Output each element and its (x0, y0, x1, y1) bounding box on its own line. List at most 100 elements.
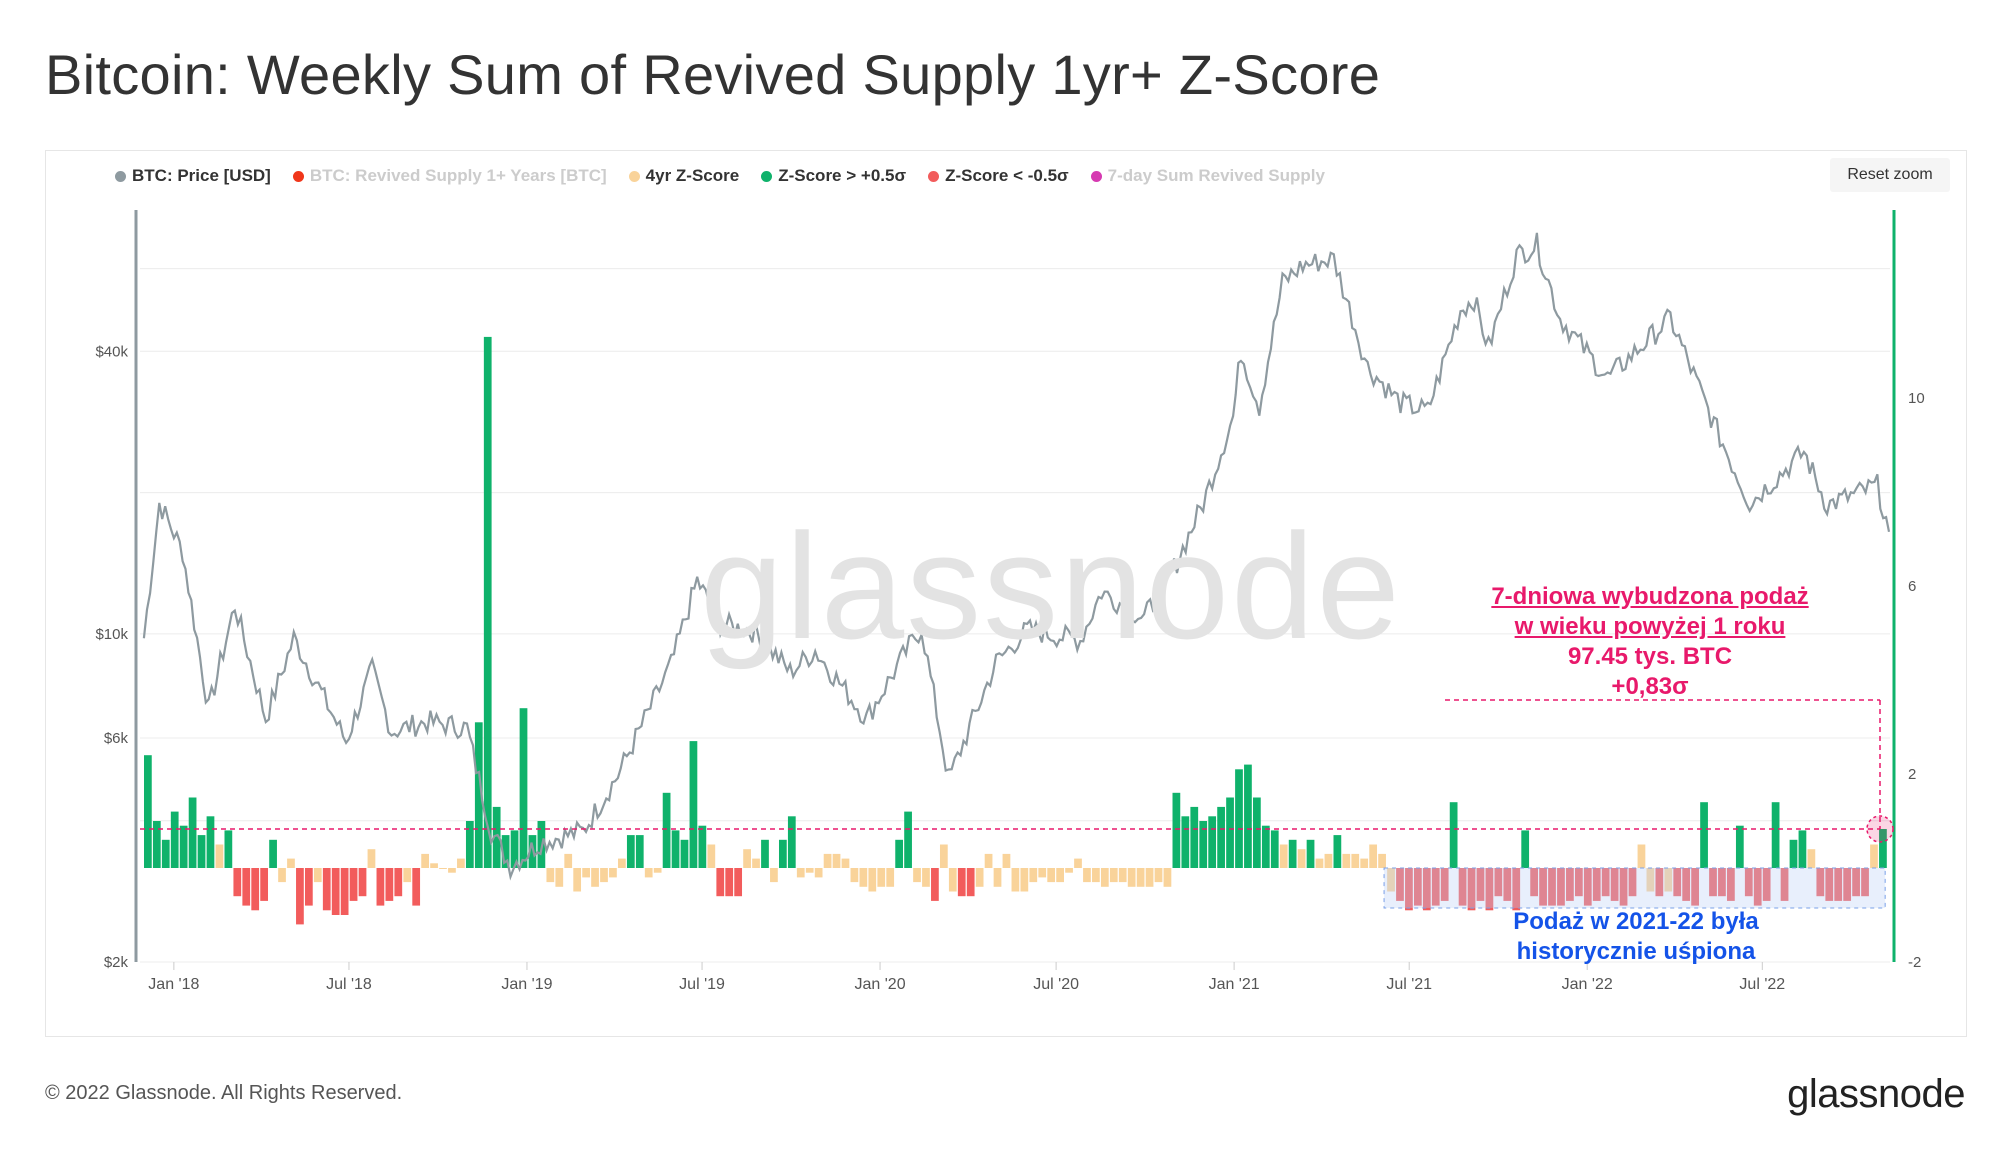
z-score-bar (215, 844, 224, 868)
z-score-bar (1664, 868, 1673, 892)
z-score-bar (296, 868, 304, 925)
z-score-bar (984, 853, 993, 868)
z-score-bar (474, 722, 483, 868)
z-score-bar (1226, 797, 1234, 868)
legend-dot (1090, 170, 1102, 182)
z-score-bar (385, 868, 394, 901)
z-score-bar (233, 868, 242, 897)
z-score-bar (823, 853, 832, 868)
z-score-bar (931, 868, 939, 901)
legend-item-3[interactable]: Z-Score > +0.5σ (761, 166, 906, 186)
z-score-bar (1351, 853, 1360, 868)
z-score-bar (224, 830, 233, 868)
legend-item-1[interactable]: BTC: Revived Supply 1+ Years [BTC] (292, 166, 607, 186)
y-right-tick-label: -2 (1908, 954, 1921, 971)
z-score-bar (948, 868, 957, 892)
z-score-bar (519, 708, 528, 868)
z-score-bar (1083, 868, 1091, 883)
z-score-bar (1342, 853, 1351, 868)
z-score-bar (1029, 868, 1038, 883)
z-score-bar (1798, 830, 1807, 868)
z-score-bar (1020, 868, 1029, 892)
z-score-bar (1235, 769, 1243, 868)
z-score-bar (430, 863, 438, 868)
z-score-bar (796, 868, 805, 878)
z-score-bar (1002, 853, 1011, 868)
z-score-bar (1485, 868, 1494, 911)
legend-item-2[interactable]: 4yr Z-Score (628, 166, 739, 186)
z-score-bar (653, 868, 662, 873)
z-score-bar (761, 839, 769, 868)
z-score-bar (1682, 868, 1691, 901)
glassnode-logo: glassnode (1787, 1072, 1965, 1116)
z-score-bar (716, 868, 725, 897)
dormant-region-highlight (1383, 867, 1886, 909)
z-score-bar (394, 868, 403, 897)
z-score-bar (1190, 806, 1199, 868)
z-score-bar (197, 835, 206, 868)
z-score-bar (1691, 868, 1699, 906)
z-score-bar (1601, 868, 1610, 897)
z-score-bar (1440, 868, 1449, 901)
annotation-line-1: 7-dniowa wybudzona podaż (1491, 583, 1809, 610)
z-score-bar (644, 868, 653, 878)
z-score-bar (1512, 868, 1521, 911)
legend-label: BTC: Price [USD] (132, 166, 271, 185)
z-score-bar (1503, 868, 1512, 901)
z-score-bar (1780, 868, 1789, 901)
page-title: Bitcoin: Weekly Sum of Revived Supply 1y… (45, 43, 1381, 106)
z-score-bar (1315, 858, 1324, 868)
z-score-bar (1583, 868, 1592, 906)
z-score-bar (1744, 868, 1753, 897)
z-score-bar (564, 853, 573, 868)
z-score-bar (1771, 802, 1780, 868)
z-score-bar (626, 835, 635, 868)
z-score-bar (349, 868, 358, 901)
z-score-bar (1405, 868, 1413, 911)
legend-item-0[interactable]: BTC: Price [USD] (115, 166, 271, 186)
z-score-bar (448, 868, 456, 873)
z-score-bar (501, 835, 510, 868)
z-score-bar (1574, 868, 1583, 897)
z-score-bar (144, 755, 152, 868)
z-score-bar (206, 816, 215, 868)
legend-item-4[interactable]: Z-Score < -0.5σ (928, 166, 1069, 186)
z-score-bar (1566, 868, 1574, 901)
z-score-bar (1530, 868, 1538, 897)
z-score-bar (483, 336, 492, 868)
y-left-tick-label: $6k (104, 730, 129, 747)
reset-zoom-button[interactable]: Reset zoom (1830, 158, 1950, 192)
x-tick-label: Jan '18 (148, 976, 199, 993)
y-right-tick-label: 10 (1908, 390, 1925, 407)
z-score-bar (161, 839, 170, 868)
z-score-bar (877, 868, 886, 887)
z-score-bars (144, 336, 1887, 925)
z-score-bar (1360, 858, 1369, 868)
z-score-bar (1288, 839, 1297, 868)
x-tick-label: Jan '22 (1562, 976, 1613, 993)
z-score-bar (439, 868, 447, 869)
z-score-bar (1762, 868, 1771, 901)
z-score-bar (1199, 821, 1208, 868)
z-score-bar (895, 839, 904, 868)
annotation-line-4: +0,83σ (1611, 673, 1689, 700)
legend-item-5[interactable]: 7-day Sum Revived Supply (1090, 166, 1325, 186)
z-score-bar (1458, 868, 1467, 906)
z-score-bar (1521, 830, 1530, 868)
watermark: glassnode (700, 502, 1402, 670)
z-score-bar (1244, 764, 1252, 868)
z-score-bar (1727, 868, 1735, 901)
z-score-bar (278, 868, 286, 883)
z-score-bar (1834, 868, 1843, 901)
y-right-tick-label: 2 (1908, 766, 1916, 783)
z-score-bar (421, 853, 429, 868)
z-score-bar (1011, 868, 1020, 892)
z-score-bar (1619, 868, 1628, 906)
z-score-bar (555, 868, 564, 887)
x-tick-label: Jul '18 (326, 976, 372, 993)
z-score-bar (1789, 839, 1798, 868)
z-score-bar (591, 868, 599, 887)
z-score-bar (1333, 835, 1342, 868)
z-score-bar (1118, 868, 1127, 883)
z-score-bar (1100, 868, 1109, 887)
